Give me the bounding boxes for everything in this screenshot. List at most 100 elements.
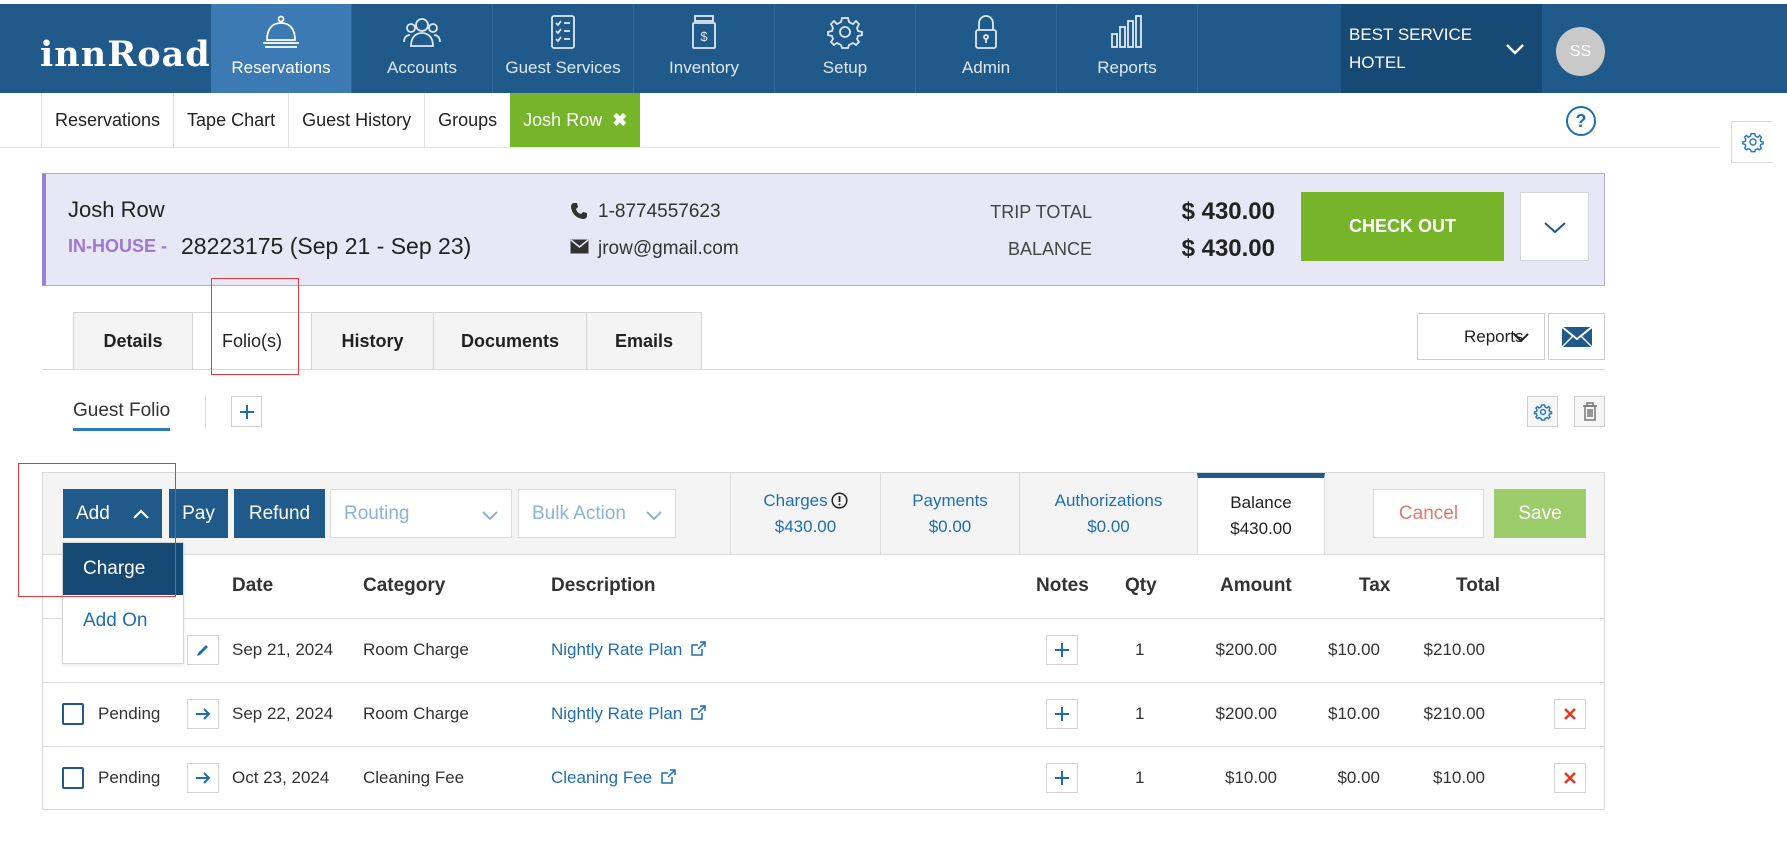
tab-emails[interactable]: Emails (587, 312, 702, 370)
cancel-button[interactable]: Cancel (1373, 489, 1484, 538)
nav-item-reservations[interactable]: Reservations (211, 4, 352, 93)
open-tab-label: Josh Row (523, 109, 603, 130)
help-icon[interactable]: ? (1565, 105, 1597, 137)
tab-history[interactable]: History (312, 312, 434, 370)
hotel-selector[interactable]: BEST SERVICE HOTEL (1341, 4, 1542, 93)
summary-balance[interactable]: Balance $430.00 (1197, 473, 1325, 554)
nav-item-label: Reservations (231, 58, 331, 77)
tab-details[interactable]: Details (73, 312, 193, 370)
svg-text:$: $ (700, 29, 708, 44)
side-settings-button[interactable] (1731, 121, 1773, 163)
add-note-button[interactable] (1046, 635, 1078, 665)
guest-phone: 1-8774557623 (598, 201, 721, 222)
tab-folios[interactable]: Folio(s) (193, 312, 312, 370)
hotel-name-line2: HOTEL (1349, 53, 1406, 72)
add-folio-button[interactable] (231, 396, 262, 427)
row-description-link[interactable]: Nightly Rate Plan (551, 640, 707, 660)
guest-email: jrow@gmail.com (598, 238, 739, 259)
email-button[interactable] (1548, 313, 1605, 360)
nav-item-admin[interactable]: Admin (916, 4, 1057, 93)
row-checkbox[interactable] (62, 703, 84, 725)
nav-item-setup[interactable]: Setup (775, 4, 916, 93)
gear-icon (1741, 132, 1764, 153)
charges-label-row: Charges (763, 488, 848, 514)
refund-button[interactable]: Refund (234, 489, 325, 538)
pay-button[interactable]: Pay (169, 489, 228, 538)
row-description-link[interactable]: Cleaning Fee (551, 768, 676, 788)
row-tax: $10.00 (1328, 704, 1380, 723)
chevron-down-icon (482, 511, 498, 521)
table-row: Sep 21, 2024 Room Charge Nightly Rate Pl… (43, 619, 1604, 683)
close-tab-icon[interactable]: ✖ (612, 109, 628, 130)
external-link-icon (691, 641, 707, 656)
bulk-action-placeholder: Bulk Action (532, 502, 626, 524)
post-line-button[interactable] (187, 699, 219, 729)
phone-icon (571, 203, 587, 219)
nav-item-reports[interactable]: Reports (1057, 4, 1198, 93)
nav-item-label: Guest Services (505, 58, 621, 77)
menu-item-add-on[interactable]: Add On (83, 610, 148, 631)
summary-charges[interactable]: Charges $430.00 (730, 473, 880, 554)
close-icon (1564, 708, 1576, 720)
subtab-tape-chart[interactable]: Tape Chart (173, 93, 288, 147)
delete-line-button[interactable] (1554, 763, 1586, 793)
subtab-guest-history[interactable]: Guest History (288, 93, 424, 147)
nav-item-label: Admin (961, 58, 1011, 77)
close-icon (1564, 772, 1576, 784)
column-header-description: Description (551, 575, 656, 596)
tabs-divider (42, 369, 1605, 370)
nav-item-accounts[interactable]: Accounts (352, 4, 493, 93)
subtab-groups[interactable]: Groups (424, 93, 510, 147)
add-dropdown-button[interactable]: Add (63, 489, 162, 538)
routing-placeholder: Routing (344, 502, 410, 524)
subtab-open-reservation[interactable]: Josh Row ✖ (510, 93, 641, 147)
app-logo[interactable]: innRoad (40, 34, 211, 75)
edit-line-button[interactable] (187, 635, 219, 665)
row-status: Pending (98, 768, 161, 787)
folio-divider (205, 395, 206, 429)
reports-dropdown-label: Reports (1464, 326, 1524, 346)
routing-dropdown[interactable]: Routing (330, 489, 512, 538)
row-date: Sep 22, 2024 (232, 704, 334, 723)
nav-item-inventory[interactable]: $ Inventory (634, 4, 775, 93)
post-line-button[interactable] (187, 763, 219, 793)
summary-payments[interactable]: Payments $0.00 (880, 473, 1019, 554)
add-note-button[interactable] (1046, 763, 1078, 793)
check-out-button[interactable]: CHECK OUT (1301, 192, 1504, 261)
menu-item-charge[interactable]: Charge (63, 543, 183, 595)
row-date: Oct 23, 2024 (232, 768, 330, 787)
folio-settings-button[interactable] (1527, 396, 1558, 427)
delete-line-button[interactable] (1554, 699, 1586, 729)
bell-icon (263, 15, 299, 48)
trip-total-value: $ 430.00 (1181, 198, 1275, 225)
nav-item-guest-services[interactable]: Guest Services (493, 4, 634, 93)
column-header-qty: Qty (1125, 575, 1157, 596)
delete-folio-button[interactable] (1574, 396, 1605, 427)
row-description-link[interactable]: Nightly Rate Plan (551, 704, 707, 724)
subtab-reservations[interactable]: Reservations (41, 93, 173, 147)
gear-icon (1533, 403, 1552, 421)
row-checkbox[interactable] (62, 767, 84, 789)
add-note-button[interactable] (1046, 699, 1078, 729)
guest-name: Josh Row (68, 197, 165, 222)
summary-authorizations[interactable]: Authorizations $0.00 (1019, 473, 1197, 554)
payments-label: Payments (912, 490, 988, 510)
row-category: Cleaning Fee (363, 768, 465, 787)
bulk-action-dropdown[interactable]: Bulk Action (518, 489, 676, 538)
reports-dropdown[interactable]: Reports (1417, 313, 1545, 360)
more-actions-button[interactable] (1520, 192, 1589, 261)
folio-tab-guest-folio[interactable]: Guest Folio (73, 400, 171, 431)
row-tax: $10.00 (1328, 640, 1380, 659)
avatar[interactable]: SS (1556, 27, 1605, 76)
ledger-table-header: Date Category Description Notes Qty Amou… (43, 555, 1604, 619)
add-button-label: Add (76, 502, 110, 524)
plus-icon (1055, 707, 1069, 721)
plus-icon (239, 404, 254, 419)
row-qty: 1 (1135, 768, 1145, 787)
info-icon (831, 491, 848, 509)
bar-chart-icon (1111, 15, 1142, 48)
save-button[interactable]: Save (1494, 489, 1586, 538)
tab-documents[interactable]: Documents (434, 312, 587, 370)
add-dropdown-menu: Charge Add On (62, 542, 184, 664)
folio-toolbar: Add Pay Refund Routing Bulk Action Charg… (43, 473, 1604, 555)
